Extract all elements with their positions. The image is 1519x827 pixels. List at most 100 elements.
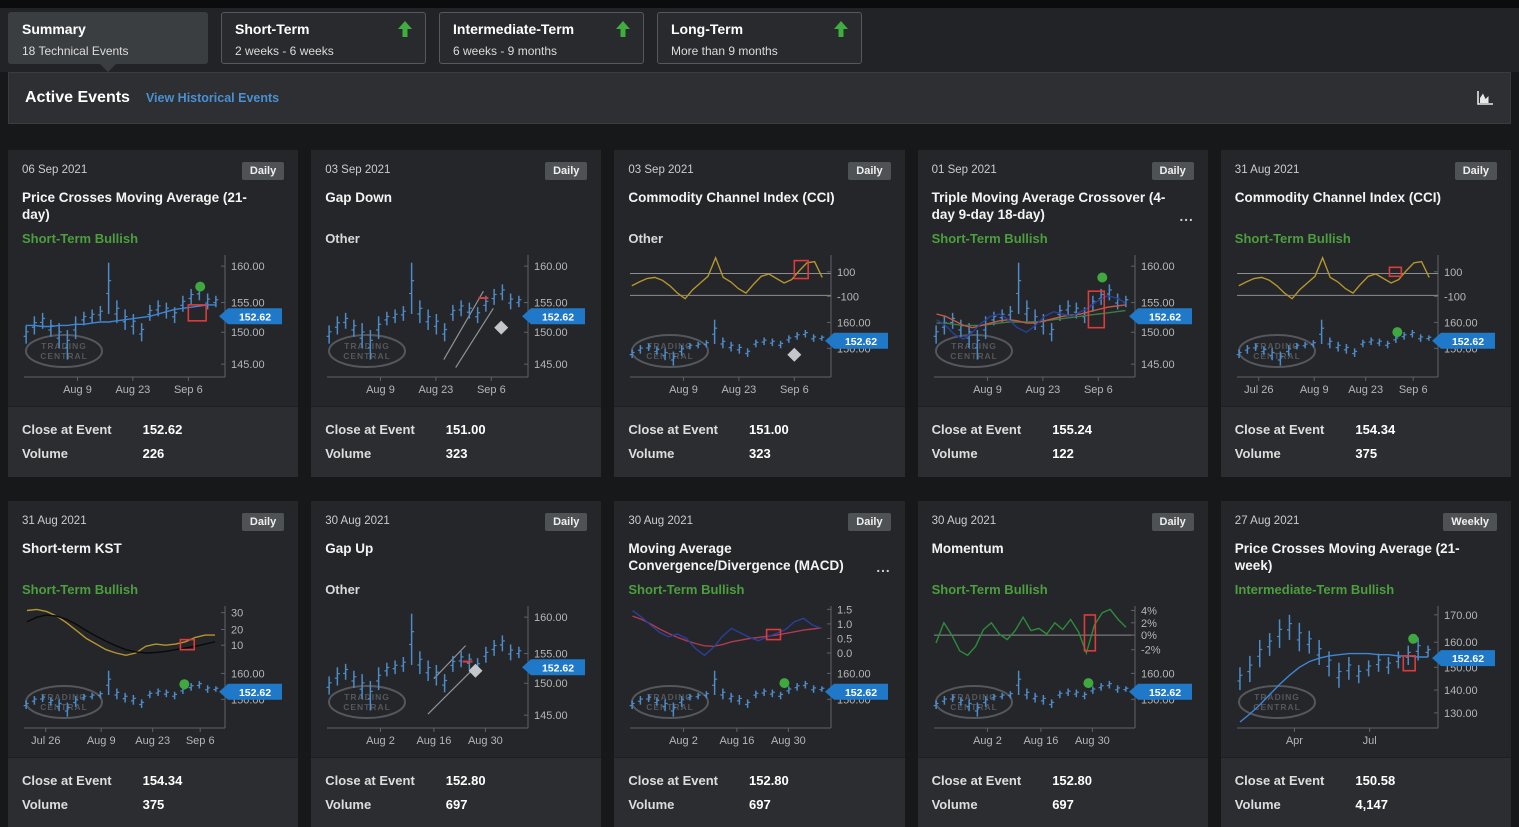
event-classification: Other [325,582,360,597]
tab-summary[interactable]: Summary 18 Technical Events [8,12,208,72]
event-stats: Close at Event 152.80 Volume 697 [614,757,905,827]
volume-row: Volume 697 [932,792,1194,816]
svg-text:160.00: 160.00 [1141,668,1175,680]
svg-text:CENTRAL: CENTRAL [1253,702,1301,712]
volume-row: Volume 375 [1235,441,1497,465]
volume-row: Volume 4,147 [1235,792,1497,816]
svg-text:10: 10 [231,640,243,652]
event-card[interactable]: 03 Sep 2021 Daily Gap Down Other Aug 9 Au… [311,150,602,477]
event-stats: Close at Event 151.00 Volume 323 [614,406,905,477]
close-at-event-value: 151.00 [749,421,789,437]
svg-text:145.00: 145.00 [534,710,568,722]
svg-text:Jul 26: Jul 26 [1244,384,1273,396]
svg-text:0%: 0% [1141,630,1157,642]
svg-text:CENTRAL: CENTRAL [1253,351,1301,361]
close-row: Close at Event 151.00 [325,417,587,441]
volume-row: Volume 375 [22,792,284,816]
event-classification: Other [628,231,664,246]
svg-text:TRADING: TRADING [951,341,997,351]
svg-text:152.62: 152.62 [1452,336,1484,348]
event-title-text: Short-term KST [22,541,122,556]
close-row: Close at Event 155.24 [932,417,1194,441]
svg-text:152.62: 152.62 [1452,653,1484,665]
svg-text:-100: -100 [1444,291,1466,303]
svg-text:Aug 23: Aug 23 [135,735,170,747]
svg-text:Aug 9: Aug 9 [1300,384,1329,396]
summary-header: Summary 18 Technical Events Short-Term 2… [0,8,1519,72]
event-card[interactable]: 30 Aug 2021 Daily Moving Average Converg… [614,501,905,827]
term-subtitle: 2 weeks - 6 weeks [235,44,334,58]
event-chart: Aug 2 Aug 16 Aug 30 4%2%0% -2% TRADINGCENTRAL… [933,605,1192,747]
event-card[interactable]: 31 Aug 2021 Daily Short-term KST Short-T… [8,501,299,827]
up-arrow-icon [833,21,849,42]
event-card[interactable]: 03 Sep 2021 Daily Commodity Channel Inde… [614,150,905,477]
volume-label: Volume [1234,445,1281,461]
close-at-event-label: Close at Event [1234,772,1325,788]
periodicity-badge: Daily [1454,162,1497,180]
svg-text:155.00: 155.00 [534,649,568,661]
event-date: 30 Aug 2021 [628,515,693,527]
svg-text:Sep 6: Sep 6 [780,384,809,396]
close-at-event-value: 152.80 [1052,772,1092,788]
volume-value: 323 [445,445,468,461]
volume-label: Volume [931,796,978,812]
event-chart: Jul 26 Aug 9 Aug 23 Sep 6 30 20 10 TRADINGCENTR… [23,606,282,747]
event-title: Gap Up [325,540,587,576]
svg-text:160.00: 160.00 [1444,637,1478,649]
svg-text:145.00: 145.00 [231,359,265,371]
svg-text:CENTRAL: CENTRAL [40,351,88,361]
event-title-text: Moving Average Convergence/Divergence (M… [628,541,844,573]
svg-text:TRADING: TRADING [648,341,694,351]
more-ellipsis[interactable]: ... [1179,209,1194,224]
event-stats: Close at Event 152.80 Volume 697 [311,757,602,827]
event-card[interactable]: 27 Aug 2021 Weekly Price Crosses Moving … [1220,501,1511,827]
event-title: Moving Average Convergence/Divergence (M… [628,540,890,576]
svg-text:155.00: 155.00 [231,298,265,310]
close-row: Close at Event 151.00 [628,417,890,441]
svg-text:152.62: 152.62 [845,687,877,699]
event-card[interactable]: 01 Sep 2021 Daily Triple Moving Average … [917,150,1208,477]
term-box-short-term[interactable]: Short-Term 2 weeks - 6 weeks [221,12,426,64]
svg-text:Aug 23: Aug 23 [419,384,454,396]
svg-text:Aug 2: Aug 2 [973,735,1002,747]
more-ellipsis[interactable]: ... [876,560,891,575]
svg-text:20: 20 [231,625,243,637]
event-classification: Short-Term Bullish [22,582,139,597]
summary-subtitle: 18 Technical Events [22,44,129,58]
event-card[interactable]: 30 Aug 2021 Daily Momentum Short-Term Bu… [917,501,1208,827]
term-box-long-term[interactable]: Long-Term More than 9 months [657,12,862,64]
svg-text:Aug 23: Aug 23 [722,384,757,396]
event-card[interactable]: 31 Aug 2021 Daily Commodity Channel Inde… [1220,150,1511,477]
svg-text:150.00: 150.00 [534,327,568,339]
event-date: 30 Aug 2021 [931,515,997,527]
svg-text:152.62: 152.62 [239,687,271,699]
volume-value: 375 [1355,445,1378,461]
svg-text:TRADING: TRADING [41,692,87,702]
event-classification: Other [325,231,360,246]
chart-view-icon[interactable] [1476,90,1494,106]
periodicity-badge: Daily [848,513,891,531]
volume-value: 375 [142,796,165,812]
volume-value: 226 [142,445,165,461]
event-card[interactable]: 30 Aug 2021 Daily Gap Up Other Aug 2 Aug … [311,501,602,827]
event-stats: Close at Event 154.34 Volume 375 [8,757,299,827]
volume-value: 4,147 [1355,796,1388,812]
summary-tab-notch [99,63,117,72]
event-title-text: Momentum [931,541,1004,556]
event-date: 03 Sep 2021 [628,164,694,176]
event-card[interactable]: 06 Sep 2021 Daily Price Crosses Moving A… [8,150,299,477]
term-box-intermediate-term[interactable]: Intermediate-Term 6 weeks - 9 months [439,12,644,64]
svg-text:TRADING: TRADING [344,692,390,702]
card-header: 31 Aug 2021 Daily [22,513,285,531]
close-row: Close at Event 154.34 [22,768,284,792]
event-title: Commodity Channel Index (CCI) [1235,189,1497,225]
svg-text:Aug 2: Aug 2 [669,735,698,747]
svg-text:145.00: 145.00 [534,359,568,371]
volume-row: Volume 323 [325,441,587,465]
view-historical-events-link[interactable]: View Historical Events [145,91,280,105]
svg-text:Sep 6: Sep 6 [1399,384,1428,396]
periodicity-badge: Daily [241,162,285,180]
svg-text:Aug 9: Aug 9 [63,384,92,396]
term-title: Long-Term [671,21,744,37]
